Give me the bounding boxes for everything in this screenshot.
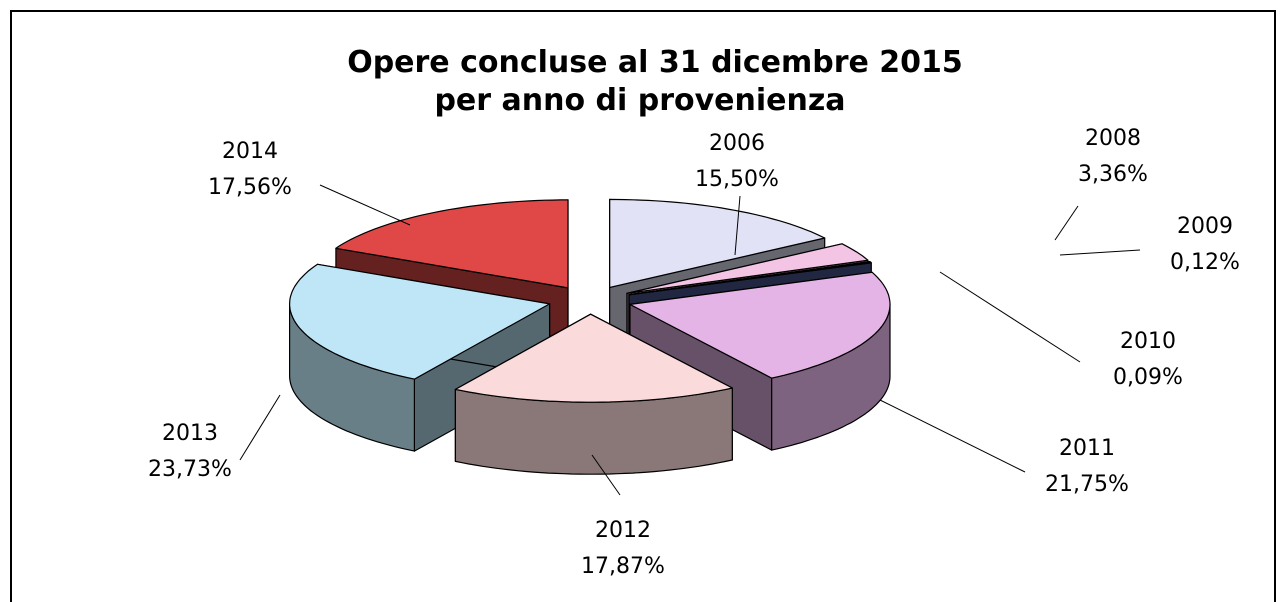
leader-line (734, 195, 741, 256)
slice-category-label: 2009 (1177, 214, 1233, 239)
slice (454, 313, 733, 403)
slice (626, 243, 869, 294)
slice-value-label: 17,87% (581, 554, 665, 579)
slice-category-label: 2012 (595, 518, 651, 543)
slice (629, 271, 891, 379)
slice-value-label: 0,09% (1113, 365, 1183, 390)
slice-category-label: 2010 (1120, 329, 1176, 354)
leader-line (1054, 205, 1079, 241)
slice-category-label: 2013 (162, 421, 218, 446)
slice-category-label: 2011 (1059, 436, 1115, 461)
slice-value-label: 0,12% (1170, 250, 1240, 275)
leader-line (879, 399, 1026, 473)
slice (335, 199, 569, 289)
slice (609, 198, 826, 288)
slice-value-label: 23,73% (148, 457, 232, 482)
slice-value-label: 3,36% (1078, 162, 1148, 187)
slice (628, 261, 872, 296)
slice-value-label: 21,75% (1045, 472, 1129, 497)
slice-value-label: 15,50% (695, 167, 779, 192)
leader-line (319, 184, 411, 226)
slice-value-label: 17,56% (208, 175, 292, 200)
slice (289, 263, 551, 380)
leader-line (239, 394, 281, 461)
leader-line (939, 271, 1081, 363)
leader-line (1059, 249, 1141, 256)
slice-category-label: 2008 (1085, 126, 1141, 151)
slice-category-label: 2006 (709, 131, 765, 156)
chart-subtitle: per anno di provenienza (434, 83, 845, 118)
leader-line (591, 454, 621, 496)
chart-title: Opere concluse al 31 dicembre 2015 (347, 45, 963, 80)
slice-category-label: 2014 (222, 139, 278, 164)
